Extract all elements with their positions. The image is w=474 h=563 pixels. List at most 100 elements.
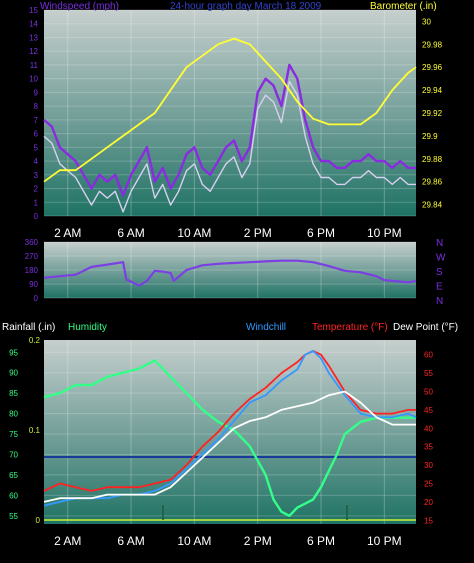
x-tick-label: 6 AM: [117, 226, 144, 240]
windspeed-tick-label: 1: [34, 198, 39, 207]
windspeed-tick-label: 15: [29, 6, 38, 15]
x-tick-label: 10 PM: [367, 226, 402, 240]
windspeed-tick-label: 10: [29, 75, 38, 84]
temperature-tick-label: 15: [424, 516, 433, 525]
direction-plot-area: [44, 242, 416, 298]
barometer-tick-label: 29.84: [422, 201, 443, 210]
direction-tick-label: 360: [25, 238, 39, 247]
compass-label: S: [436, 267, 443, 278]
temperature-tick-label: 60: [424, 351, 433, 360]
barometer-tick-label: 29.92: [422, 109, 443, 118]
direction-tick-label: 270: [25, 252, 39, 261]
x-tick-label: 10 PM: [367, 534, 402, 548]
dew-point-line: [43, 390, 416, 503]
rainfall-axis-label: Rainfall (.in): [2, 322, 55, 333]
temperature-tick-label: 35: [424, 443, 433, 452]
barometer-tick-label: 30: [422, 17, 431, 26]
x-tick-label: 10 AM: [177, 534, 211, 548]
windspeed-tick-label: 12: [29, 47, 38, 56]
x-tick-label: 2 AM: [54, 534, 81, 548]
windspeed-tick-label: 8: [34, 102, 39, 111]
temperature-tick-label: 55: [424, 369, 433, 378]
temperature-legend: Temperature (°F): [312, 322, 388, 333]
wind-direction-line: [43, 259, 417, 287]
barometer-tick-label: 29.86: [422, 178, 443, 187]
humidity-tick-label: 75: [9, 430, 18, 439]
temperature-axis: 15 20 25 30 35 40 45 50 55 60: [424, 351, 433, 526]
windspeed-tick-label: 3: [34, 171, 39, 180]
direction-series: [43, 259, 417, 287]
dewpoint-legend: Dew Point (°F): [393, 322, 458, 333]
direction-grid: [44, 241, 416, 299]
temp-x-axis: 2 AM 6 AM 10 AM 2 PM 6 PM 10 PM: [54, 534, 402, 548]
rainfall-tick-label: 0.1: [29, 426, 41, 435]
windspeed-average-line: [43, 80, 416, 213]
x-tick-label: 6 AM: [117, 534, 144, 548]
x-tick-label: 2 AM: [54, 226, 81, 240]
x-tick-label: 2 PM: [244, 226, 272, 240]
wind-x-axis: 2 AM 6 AM 10 AM 2 PM 6 PM 10 PM: [54, 226, 402, 240]
humidity-tick-label: 85: [9, 389, 18, 398]
temperature-tick-label: 20: [424, 498, 433, 507]
windchill-line: [43, 350, 417, 507]
x-tick-label: 10 AM: [177, 226, 211, 240]
humidity-tick-label: 60: [9, 491, 18, 500]
x-tick-label: 6 PM: [307, 226, 335, 240]
humidity-tick-label: 65: [9, 471, 18, 480]
barometer-tick-label: 29.9: [422, 132, 438, 141]
direction-tick-label: 90: [29, 280, 38, 289]
rainfall-axis: 0 0.1 0.2: [29, 336, 41, 525]
humidity-tick-label: 70: [9, 450, 18, 459]
humidity-tick-label: 90: [9, 369, 18, 378]
rainfall-tick-label: 0.2: [29, 336, 41, 345]
temp-series: [43, 350, 417, 517]
barometer-tick-label: 29.88: [422, 155, 443, 164]
temperature-tick-label: 40: [424, 424, 433, 433]
windspeed-tick-label: 2: [34, 185, 39, 194]
x-tick-label: 6 PM: [307, 534, 335, 548]
barometer-axis: 29.84 29.86 29.88 29.9 29.92 29.94 29.96 29.98 3…: [422, 17, 443, 209]
humidity-tick-label: 55: [9, 512, 18, 521]
temp-grid: [44, 340, 416, 524]
humidity-tick-label: 80: [9, 410, 18, 419]
direction-axis: 0 90 180 270 360: [25, 238, 39, 303]
barometer-axis-label: Barometer (.in): [370, 1, 437, 12]
temperature-tick-label: 45: [424, 406, 433, 415]
windspeed-tick-label: 7: [34, 116, 39, 125]
temperature-tick-label: 25: [424, 480, 433, 489]
compass-label: E: [436, 282, 443, 293]
humidity-legend: Humidity: [68, 322, 107, 333]
windspeed-tick-label: 11: [30, 61, 39, 70]
windspeed-tick-label: 6: [34, 130, 39, 139]
barometer-tick-label: 29.96: [422, 63, 443, 72]
windspeed-tick-label: 4: [34, 157, 39, 166]
temperature-line: [43, 350, 416, 492]
humidity-line: [43, 359, 416, 517]
direction-tick-label: 180: [25, 266, 39, 275]
direction-tick-label: 0: [34, 294, 39, 303]
windspeed-tick-label: 14: [29, 20, 38, 29]
windspeed-tick-label: 13: [29, 33, 38, 42]
windspeed-tick-label: 5: [34, 143, 39, 152]
windspeed-line: [43, 63, 416, 197]
temperature-tick-label: 50: [424, 388, 433, 397]
compass-label: N: [436, 238, 443, 249]
windspeed-axis-label: Windspeed (mph): [40, 1, 119, 12]
rainfall-tick-label: 0: [36, 516, 41, 525]
humidity-axis: 55 60 65 70 75 80 85 90 95: [9, 348, 18, 521]
compass-label: N: [436, 296, 443, 307]
x-tick-label: 2 PM: [244, 534, 272, 548]
windchill-legend: Windchill: [246, 322, 286, 333]
chart-title: 24-hour graph day March 18 2009: [170, 1, 322, 12]
barometer-line: [43, 37, 417, 183]
temperature-tick-label: 30: [424, 461, 433, 470]
compass-label: W: [436, 253, 446, 264]
wind-series: [43, 37, 417, 213]
barometer-tick-label: 29.98: [422, 40, 443, 49]
humidity-tick-label: 95: [9, 348, 18, 357]
barometer-tick-label: 29.94: [422, 86, 443, 95]
windspeed-tick-label: 0: [34, 212, 39, 221]
